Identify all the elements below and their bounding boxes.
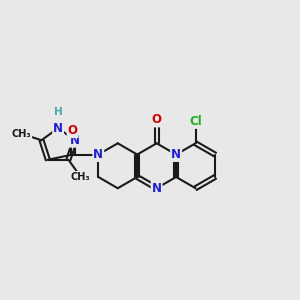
Text: CH₃: CH₃ <box>71 172 91 182</box>
Text: N: N <box>171 148 181 161</box>
Text: H: H <box>54 107 62 117</box>
Text: N: N <box>152 182 162 195</box>
Text: N: N <box>53 122 63 135</box>
Text: O: O <box>68 124 78 137</box>
Text: Cl: Cl <box>189 115 202 128</box>
Text: O: O <box>152 113 162 127</box>
Text: N: N <box>93 148 103 161</box>
Text: N: N <box>70 134 80 147</box>
Text: CH₃: CH₃ <box>12 129 31 139</box>
